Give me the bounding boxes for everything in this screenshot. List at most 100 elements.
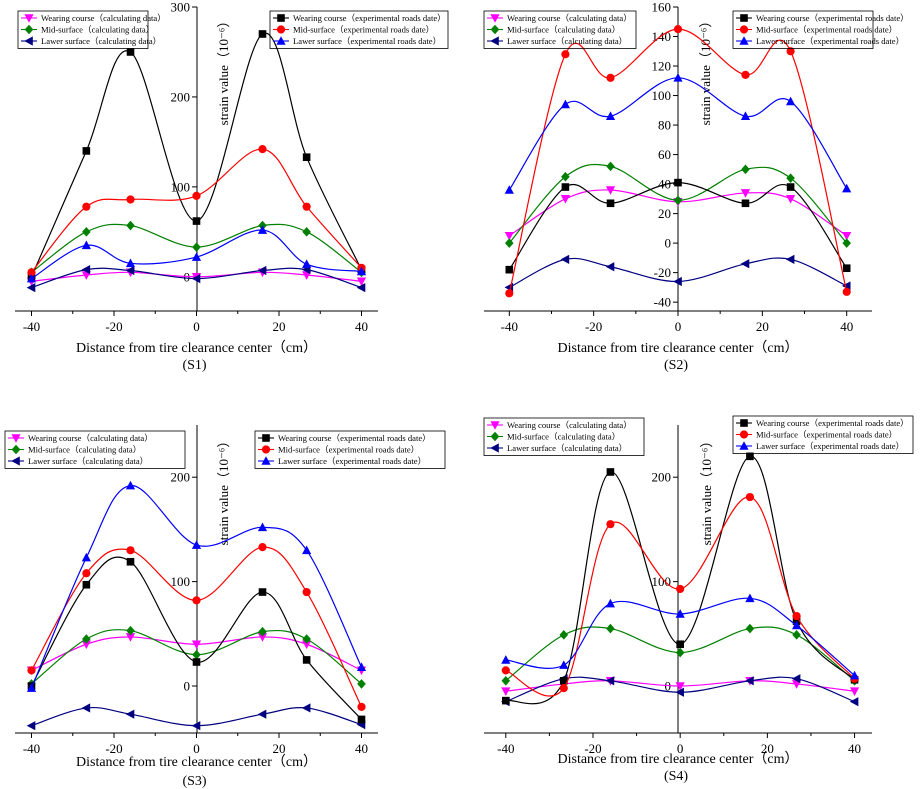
data-point — [126, 48, 135, 56]
legend-experimental-marker — [276, 36, 286, 45]
legend-calculating-marker — [490, 431, 500, 442]
legend-experimental-marker — [261, 445, 271, 454]
data-point — [82, 202, 91, 211]
legend-calculating-frame — [17, 10, 149, 49]
data-point — [302, 202, 311, 211]
data-point — [676, 584, 685, 594]
data-point — [302, 227, 311, 237]
data-point — [81, 552, 91, 562]
legend-calculating: Wearing course（calculating data） Mid-surf… — [17, 10, 166, 49]
data-point — [302, 545, 312, 555]
x-tick-label: -20 — [585, 319, 602, 334]
legend-calculating-label: Mid-surface（calculating data） — [28, 445, 141, 455]
legend-calculating-marker — [11, 444, 21, 455]
legend-calculating: Wearing course（calculating data） Mid-surf… — [483, 417, 645, 456]
data-point — [257, 709, 267, 719]
series-2 — [505, 161, 851, 248]
chart-title: (S4) — [664, 769, 688, 784]
legend-experimental: Wearing course（experimental roads date） M… — [254, 430, 446, 469]
data-point — [741, 70, 750, 79]
data-point — [501, 655, 511, 664]
data-point — [675, 687, 684, 697]
data-point — [745, 593, 755, 603]
x-tick-label: 20 — [273, 319, 286, 334]
data-point — [745, 623, 755, 634]
legend-calculating-marker — [490, 24, 500, 35]
y-tick-label: 20 — [658, 206, 671, 221]
data-point — [191, 640, 202, 650]
legend-experimental-label: Mid-surface（experimental roads date） — [756, 25, 897, 35]
data-point — [786, 183, 795, 191]
legend-calculating-label: Mid-surface（calculating data） — [507, 432, 620, 442]
data-point — [791, 620, 802, 630]
data-point — [356, 266, 367, 276]
x-tick-label: -20 — [584, 741, 601, 756]
x-tick-label: 40 — [840, 319, 853, 334]
y-tick-label: 160 — [652, 0, 672, 15]
x-tick-label: -40 — [23, 319, 40, 334]
data-point — [82, 634, 91, 644]
chart-s2: -40 -20 0 20 40-40-20020406080100120140160st… — [483, 0, 909, 373]
data-point — [302, 587, 311, 597]
legend-calculating: Wearing course（calculating data） Mid-surf… — [483, 10, 637, 49]
data-point — [192, 217, 201, 225]
y-tick-label: 200 — [171, 470, 191, 485]
data-point — [125, 633, 136, 642]
y-axis-label: strain value（10⁻⁶） — [699, 435, 714, 546]
legend-experimental-label: Lawer surface（experimental roads date） — [278, 456, 426, 466]
data-point — [81, 703, 91, 713]
legend-calculating-marker — [490, 36, 499, 46]
y-tick-label: 300 — [171, 0, 191, 15]
chart-s3: -40 -20 0 20 40 0 100 200 strain value（10⁻⁶） Dist… — [4, 425, 446, 789]
y-tick-label: 0 — [665, 236, 672, 251]
data-point — [191, 540, 202, 549]
legend-experimental-label: Mid-surface（experimental roads date） — [278, 445, 419, 455]
x-tick-label: 40 — [848, 741, 861, 756]
legend-calculating: Wearing course（calculating data） Mid-surf… — [4, 430, 186, 469]
data-point — [501, 675, 511, 686]
data-point — [125, 480, 136, 490]
series-line — [505, 496, 856, 697]
data-point — [505, 265, 514, 274]
data-point — [740, 111, 751, 121]
y-tick-label: 200 — [171, 89, 191, 104]
legend-calculating-label: Lawer surface（calculating data） — [507, 443, 627, 453]
data-point — [561, 183, 570, 191]
data-point — [192, 649, 201, 660]
legend-calculating-label: Lawer surface（calculating data） — [28, 456, 148, 466]
y-axis-label: strain value（10⁻⁶） — [216, 15, 231, 126]
data-point — [673, 195, 683, 206]
series-3 — [500, 674, 859, 707]
data-point — [126, 195, 135, 204]
data-point — [257, 522, 268, 532]
legend-experimental-marker — [739, 36, 749, 45]
data-point — [745, 676, 754, 686]
series-3 — [26, 703, 366, 731]
legend-calculating-label: Lawer surface（calculating data） — [507, 36, 627, 46]
data-point — [842, 183, 852, 193]
series-5 — [501, 492, 859, 697]
data-point — [746, 452, 754, 461]
data-point — [125, 258, 136, 268]
data-point — [560, 99, 570, 109]
data-point — [561, 171, 570, 182]
legend-calculating-marker — [11, 456, 20, 466]
data-point — [191, 274, 201, 284]
data-point — [849, 687, 860, 697]
data-point — [675, 609, 685, 618]
data-point — [606, 161, 615, 172]
data-point — [192, 242, 201, 252]
data-point — [356, 283, 366, 293]
data-point — [302, 656, 311, 664]
y-tick-label: 60 — [658, 147, 671, 162]
data-point — [559, 676, 568, 685]
legend-experimental-marker — [739, 430, 749, 439]
series-2 — [27, 625, 366, 689]
x-tick-label: 0 — [193, 319, 200, 334]
y-axis-label: strain value（10⁻⁶） — [216, 435, 231, 546]
data-point — [357, 679, 366, 689]
data-point — [559, 684, 568, 693]
data-point — [559, 630, 569, 640]
data-point — [191, 721, 201, 731]
